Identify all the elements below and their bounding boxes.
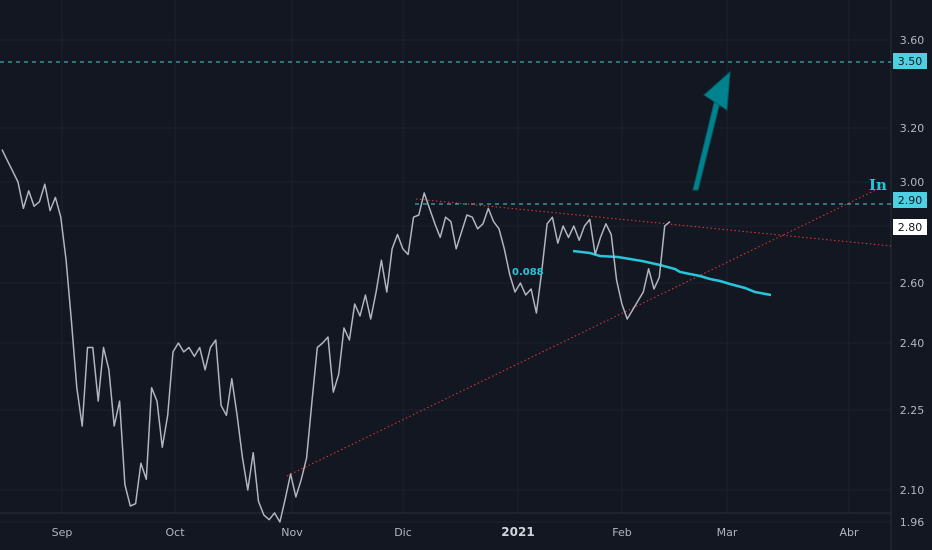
projection-line[interactable] <box>572 249 772 297</box>
y-tick-label: 2.10 <box>900 484 925 497</box>
level-badge-350: 3.50 <box>893 53 927 69</box>
y-tick-label: 1.96 <box>900 516 925 529</box>
x-tick-label: Feb <box>612 526 631 539</box>
price-line[interactable] <box>1 149 671 523</box>
arrow-up-icon[interactable] <box>692 70 731 191</box>
drawings <box>0 61 892 477</box>
x-tick-label: Mar <box>717 526 738 539</box>
svg-text:2.80: 2.80 <box>898 221 923 234</box>
x-tick-label: Dic <box>394 526 412 539</box>
y-tick-label: 3.20 <box>900 122 925 135</box>
y-tick-label: 3.00 <box>900 176 925 189</box>
svg-text:3.50: 3.50 <box>898 55 923 68</box>
y-tick-label: 2.60 <box>900 277 925 290</box>
support-trendline[interactable] <box>286 185 885 477</box>
y-tick-label: 2.25 <box>900 404 925 417</box>
in-label: In <box>869 176 887 194</box>
x-tick-label: Abr <box>839 526 859 539</box>
svg-text:2.90: 2.90 <box>898 194 923 207</box>
last-price-badge: 2.80 <box>893 219 927 235</box>
x-tick-label: 2021 <box>501 525 534 539</box>
x-axis-ticks: Sep Oct Nov Dic 2021 Feb Mar Abr <box>52 525 859 539</box>
y-tick-label: 2.40 <box>900 337 925 350</box>
x-tick-label: Nov <box>281 526 303 539</box>
x-tick-label: Oct <box>165 526 185 539</box>
distance-annotation: 0.088 <box>512 267 544 278</box>
x-tick-label: Sep <box>52 526 73 539</box>
level-badge-290: 2.90 <box>893 192 927 208</box>
y-tick-label: 3.60 <box>900 34 925 47</box>
